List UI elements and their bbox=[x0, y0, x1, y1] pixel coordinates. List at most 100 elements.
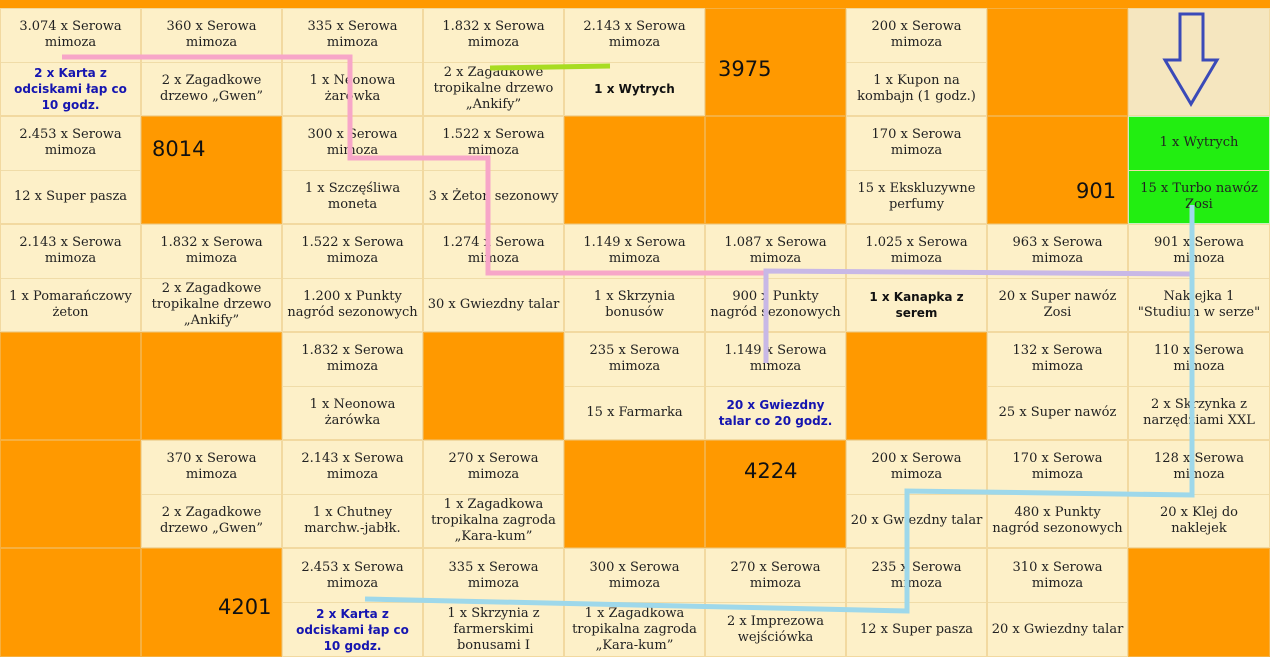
reward-top-label: 1.087 x Serowa mimoza bbox=[724, 235, 827, 267]
board-cell: 170 x Serowa mimoza 480 x Punkty nagród s… bbox=[987, 440, 1128, 548]
reward-bottom-label: 2 x Skrzynka z narzędziami XXL bbox=[1129, 385, 1269, 440]
reward-top-label: 1.832 x Serowa mimoza bbox=[442, 19, 545, 51]
reward-top-label: 963 x Serowa mimoza bbox=[1012, 235, 1103, 267]
board-cell bbox=[141, 332, 282, 440]
reward-bottom-label: 2 x Zagadkowe drzewo „Gwen” bbox=[142, 61, 281, 116]
board-cell: 1 x Wytrych 15 x Turbo nawóz Zosi bbox=[1128, 116, 1270, 224]
reward-top-label: 1.832 x Serowa mimoza bbox=[160, 235, 263, 267]
reward-bottom-label: Naklejka 1 "Studium w serze" bbox=[1129, 277, 1269, 332]
reward-top-label: 360 x Serowa mimoza bbox=[166, 19, 257, 51]
board-cell: 2.143 x Serowa mimoza 1 x Chutney marchw.… bbox=[282, 440, 423, 548]
reward-bottom-label: 2 x Imprezowa wejściówka bbox=[706, 602, 845, 656]
reward-top-label: 170 x Serowa mimoza bbox=[1012, 451, 1103, 483]
reward-bottom-label: 3 x Żeton sezonowy bbox=[424, 169, 563, 224]
reward-bottom-label: 15 x Farmarka bbox=[565, 385, 704, 440]
board-cell: 4201 bbox=[141, 548, 282, 657]
board-cell: 132 x Serowa mimoza 25 x Super nawóz bbox=[987, 332, 1128, 440]
reward-top-label: 3.074 x Serowa mimoza bbox=[19, 19, 122, 51]
reward-bottom-label: 1 x Zagadkowa tropikalna zagroda „Kara-k… bbox=[565, 602, 704, 656]
reward-top-label: 1.832 x Serowa mimoza bbox=[301, 343, 404, 375]
reward-top-label: 335 x Serowa mimoza bbox=[307, 19, 398, 51]
board-cell: 200 x Serowa mimoza 1 x Kupon na kombajn … bbox=[846, 8, 987, 116]
cell-number: 4201 bbox=[218, 595, 272, 619]
reward-top-label: 1.522 x Serowa mimoza bbox=[301, 235, 404, 267]
reward-top-label: 901 x Serowa mimoza bbox=[1154, 235, 1244, 267]
board-cell bbox=[1128, 8, 1270, 116]
reward-top-label: 1.149 x Serowa mimoza bbox=[724, 343, 827, 375]
board-cell: 3.074 x Serowa mimoza 2 x Karta z odciska… bbox=[0, 8, 141, 116]
board-cell: 300 x Serowa mimoza 1 x Zagadkowa tropika… bbox=[564, 548, 705, 657]
reward-top-label: 1.025 x Serowa mimoza bbox=[865, 235, 968, 267]
reward-bottom-label: 15 x Turbo nawóz Zosi bbox=[1129, 169, 1269, 224]
board-cell bbox=[1128, 548, 1270, 657]
board-cell: 335 x Serowa mimoza 1 x Neonowa żarówka bbox=[282, 8, 423, 116]
reward-bottom-label: 1 x Zagadkowa tropikalna zagroda „Kara-k… bbox=[424, 493, 563, 548]
board-cell: 200 x Serowa mimoza 20 x Gwiezdny talar bbox=[846, 440, 987, 548]
board-cell bbox=[987, 8, 1128, 116]
board-cell: 2.143 x Serowa mimoza 1 x Pomarańczowy że… bbox=[0, 224, 141, 332]
board-cell: 1.025 x Serowa mimoza 1 x Kanapka z serem bbox=[846, 224, 987, 332]
board-cell: 1.522 x Serowa mimoza 1.200 x Punkty nagr… bbox=[282, 224, 423, 332]
reward-top-label: 300 x Serowa mimoza bbox=[589, 559, 680, 591]
reward-bottom-label: 2 x Karta z odciskami łap co 10 godz. bbox=[1, 61, 140, 116]
reward-top-label: 300 x Serowa mimoza bbox=[307, 127, 398, 159]
reward-bottom-label: 2 x Zagadkowe tropikalne drzewo „Ankify” bbox=[424, 61, 563, 116]
board-cell bbox=[564, 440, 705, 548]
cell-number: 8014 bbox=[152, 137, 206, 161]
reward-top-label: 170 x Serowa mimoza bbox=[871, 127, 962, 159]
board-cell: 1.832 x Serowa mimoza 2 x Zagadkowe tropi… bbox=[141, 224, 282, 332]
reward-top-label: 2.143 x Serowa mimoza bbox=[19, 235, 122, 267]
reward-bottom-label: 1 x Skrzynia z farmerskimi bonusami I bbox=[424, 602, 563, 656]
reward-top-label: 270 x Serowa mimoza bbox=[448, 451, 539, 483]
reward-top-label: 132 x Serowa mimoza bbox=[1012, 343, 1103, 375]
reward-bottom-label: 2 x Karta z odciskami łap co 10 godz. bbox=[283, 602, 422, 656]
reward-top-label: 235 x Serowa mimoza bbox=[871, 559, 962, 591]
reward-top-label: 110 x Serowa mimoza bbox=[1154, 343, 1244, 375]
board-cell bbox=[0, 332, 141, 440]
board-cell: 963 x Serowa mimoza 20 x Super nawóz Zosi bbox=[987, 224, 1128, 332]
reward-bottom-label: 1.200 x Punkty nagród sezonowych bbox=[283, 277, 422, 332]
reward-bottom-label: 1 x Kupon na kombajn (1 godz.) bbox=[847, 61, 986, 116]
board-cell: 110 x Serowa mimoza 2 x Skrzynka z narzęd… bbox=[1128, 332, 1270, 440]
board-cell: 235 x Serowa mimoza 12 x Super pasza bbox=[846, 548, 987, 657]
reward-top-label: 235 x Serowa mimoza bbox=[589, 343, 680, 375]
board-cell bbox=[846, 332, 987, 440]
reward-bottom-label: 2 x Zagadkowe drzewo „Gwen” bbox=[142, 493, 281, 548]
board-cell: 270 x Serowa mimoza 2 x Imprezowa wejśció… bbox=[705, 548, 846, 657]
reward-bottom-label: 1 x Wytrych bbox=[565, 61, 704, 116]
board-cell: 901 x Serowa mimoza Naklejka 1 "Studium w… bbox=[1128, 224, 1270, 332]
board-cell: 170 x Serowa mimoza 15 x Ekskluzywne perf… bbox=[846, 116, 987, 224]
reward-top-label: 370 x Serowa mimoza bbox=[166, 451, 257, 483]
board-cell: 128 x Serowa mimoza 20 x Klej do naklejek bbox=[1128, 440, 1270, 548]
cell-number: 3975 bbox=[718, 57, 772, 81]
reward-bottom-label: 12 x Super pasza bbox=[1, 169, 140, 224]
reward-bottom-label: 20 x Klej do naklejek bbox=[1129, 493, 1269, 548]
reward-bottom-label: 1 x Pomarańczowy żeton bbox=[1, 277, 140, 332]
board-cell: 335 x Serowa mimoza 1 x Skrzynia z farmer… bbox=[423, 548, 564, 657]
board-cell: 1.149 x Serowa mimoza 1 x Skrzynia bonusó… bbox=[564, 224, 705, 332]
reward-top-label: 2.453 x Serowa mimoza bbox=[301, 559, 404, 591]
reward-bottom-label: 1 x Skrzynia bonusów bbox=[565, 277, 704, 332]
reward-top-label: 128 x Serowa mimoza bbox=[1154, 451, 1244, 483]
board-cell: 1.832 x Serowa mimoza 2 x Zagadkowe tropi… bbox=[423, 8, 564, 116]
board-cell: 360 x Serowa mimoza 2 x Zagadkowe drzewo … bbox=[141, 8, 282, 116]
reward-bottom-label: 20 x Super nawóz Zosi bbox=[988, 277, 1127, 332]
reward-bottom-label: 1 x Neonowa żarówka bbox=[283, 385, 422, 440]
reward-top-label: 1.522 x Serowa mimoza bbox=[442, 127, 545, 159]
reward-bottom-label: 20 x Gwiezdny talar co 20 godz. bbox=[706, 385, 845, 440]
reward-bottom-label: 1 x Chutney marchw.-jabłk. bbox=[283, 493, 422, 548]
reward-top-label: 200 x Serowa mimoza bbox=[871, 451, 962, 483]
board-cell: 370 x Serowa mimoza 2 x Zagadkowe drzewo … bbox=[141, 440, 282, 548]
board-cell: 2.453 x Serowa mimoza 2 x Karta z odciska… bbox=[282, 548, 423, 657]
board-cell bbox=[705, 116, 846, 224]
board-cell: 901 bbox=[987, 116, 1128, 224]
board-cell bbox=[0, 548, 141, 657]
board-cell bbox=[423, 332, 564, 440]
board-cell: 1.522 x Serowa mimoza 3 x Żeton sezonowy bbox=[423, 116, 564, 224]
board-cell bbox=[0, 440, 141, 548]
reward-top-label: 310 x Serowa mimoza bbox=[1012, 559, 1103, 591]
reward-bottom-label: 25 x Super nawóz bbox=[988, 385, 1127, 440]
board-cell: 1.087 x Serowa mimoza 900 x Punkty nagród… bbox=[705, 224, 846, 332]
board-cell: 310 x Serowa mimoza 20 x Gwiezdny talar bbox=[987, 548, 1128, 657]
